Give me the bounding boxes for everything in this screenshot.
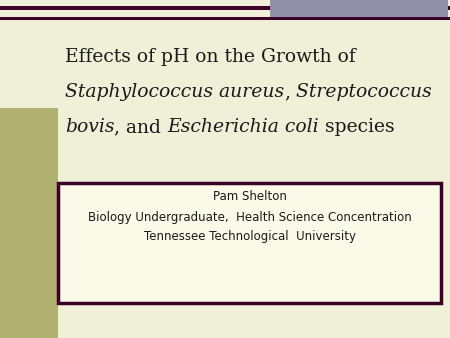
Text: Streptococcus: Streptococcus — [290, 83, 432, 101]
Text: Biology Undergraduate,  Health Science Concentration: Biology Undergraduate, Health Science Co… — [88, 211, 412, 224]
Text: , and: , and — [114, 118, 167, 136]
Text: ,: , — [284, 83, 290, 101]
Bar — [0, 108, 58, 338]
Text: Escherichia coli: Escherichia coli — [167, 118, 319, 136]
Text: Pam Shelton: Pam Shelton — [213, 190, 287, 203]
Text: Effects of pH on the Growth of: Effects of pH on the Growth of — [65, 48, 356, 66]
Text: bovis: bovis — [65, 118, 114, 136]
Bar — [270, 0, 448, 18]
FancyBboxPatch shape — [58, 183, 441, 303]
Text: Tennessee Technological  University: Tennessee Technological University — [144, 230, 356, 243]
Bar — [0, 6, 450, 10]
Text: species: species — [319, 118, 395, 136]
Bar — [0, 17, 450, 20]
Text: Staphylococcus aureus: Staphylococcus aureus — [65, 83, 284, 101]
